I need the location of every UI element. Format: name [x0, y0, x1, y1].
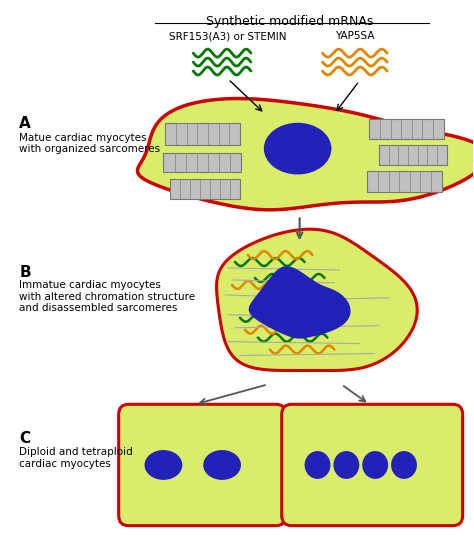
FancyBboxPatch shape [367, 170, 442, 192]
Ellipse shape [264, 123, 331, 175]
Ellipse shape [145, 450, 182, 480]
Polygon shape [249, 266, 351, 339]
FancyBboxPatch shape [118, 404, 286, 526]
Ellipse shape [362, 451, 388, 479]
Polygon shape [137, 99, 474, 210]
FancyBboxPatch shape [369, 119, 444, 139]
Polygon shape [217, 229, 417, 370]
FancyBboxPatch shape [282, 404, 463, 526]
Text: YAP5SA: YAP5SA [335, 31, 374, 41]
Text: Diploid and tetraploid
cardiac myocytes: Diploid and tetraploid cardiac myocytes [19, 447, 133, 468]
FancyBboxPatch shape [165, 123, 240, 145]
Text: A: A [19, 116, 31, 131]
Ellipse shape [391, 451, 417, 479]
Text: C: C [19, 431, 30, 446]
Text: B: B [19, 265, 31, 280]
Text: Immatue cardiac myocytes
with altered chromation structure
and disassembled sarc: Immatue cardiac myocytes with altered ch… [19, 280, 195, 313]
FancyBboxPatch shape [170, 180, 240, 199]
Text: Synthetic modified mRNAs: Synthetic modified mRNAs [206, 16, 374, 28]
Ellipse shape [333, 451, 359, 479]
Ellipse shape [203, 450, 241, 480]
FancyBboxPatch shape [379, 145, 447, 165]
Ellipse shape [305, 451, 330, 479]
Text: Matue cardiac myocytes
with organized sarcomeres: Matue cardiac myocytes with organized sa… [19, 133, 160, 154]
FancyBboxPatch shape [164, 153, 241, 173]
Text: SRF153(A3) or STEMIN: SRF153(A3) or STEMIN [169, 31, 287, 41]
